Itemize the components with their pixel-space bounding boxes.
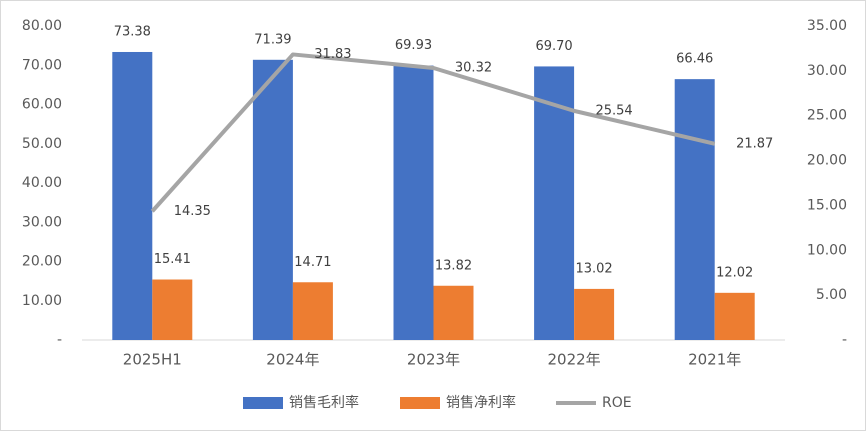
data-label: 31.83	[314, 47, 351, 62]
legend-label: ROE	[602, 395, 632, 411]
data-label: 69.93	[395, 38, 432, 53]
legend-label: 销售净利率	[446, 394, 516, 411]
y-tick-label: 60.00	[22, 97, 62, 113]
x-tick-label: 2024年	[266, 351, 319, 369]
bar	[292, 282, 333, 340]
bar	[674, 79, 715, 340]
data-label: 13.82	[435, 258, 472, 273]
x-tick-label: 2022年	[548, 351, 601, 369]
y-tick-label: 40.00	[22, 175, 62, 191]
data-label: 71.39	[254, 32, 291, 47]
x-tick-label: 2021年	[688, 351, 741, 369]
y-tick-label: 20.00	[22, 254, 62, 270]
bar	[534, 66, 575, 341]
bar	[112, 51, 153, 341]
legend-swatch	[243, 397, 283, 409]
data-label: 30.32	[455, 60, 492, 75]
data-label: 66.46	[676, 52, 713, 67]
y-tick-label: 10.00	[22, 293, 62, 309]
bar	[252, 59, 293, 340]
data-label: 14.71	[294, 255, 331, 270]
bar	[714, 292, 755, 340]
legend-label: 销售毛利率	[289, 394, 359, 411]
y2-tick-label: -	[842, 332, 847, 348]
data-label: 73.38	[114, 24, 151, 39]
y-tick-label: 70.00	[22, 57, 62, 73]
bar	[393, 65, 434, 340]
data-label: 15.41	[154, 252, 191, 267]
x-tick-label: 2023年	[407, 351, 460, 369]
data-label: 25.54	[595, 103, 632, 118]
data-label: 13.02	[575, 261, 612, 276]
y2-tick-label: 35.00	[807, 18, 847, 34]
bar	[152, 279, 193, 340]
data-label: 21.87	[736, 136, 773, 151]
line	[150, 52, 716, 213]
y2-tick-label: 15.00	[807, 197, 847, 213]
y2-tick-label: 20.00	[807, 153, 847, 169]
y2-tick-label: 30.00	[807, 63, 847, 79]
y-tick-label: -	[57, 332, 62, 348]
y-tick-label: 80.00	[22, 18, 62, 34]
data-label: 12.02	[716, 265, 753, 280]
y-tick-label: 50.00	[22, 136, 62, 152]
data-label: 14.35	[174, 204, 211, 219]
legend-swatch	[400, 397, 440, 409]
bar	[574, 288, 615, 340]
x-tick-label: 2025H1	[123, 351, 182, 369]
y2-tick-label: 5.00	[816, 287, 847, 303]
y-tick-label: 30.00	[22, 214, 62, 230]
bar	[433, 285, 474, 340]
data-label: 69.70	[535, 39, 572, 54]
y2-tick-label: 25.00	[807, 108, 847, 124]
y2-tick-label: 10.00	[807, 242, 847, 258]
